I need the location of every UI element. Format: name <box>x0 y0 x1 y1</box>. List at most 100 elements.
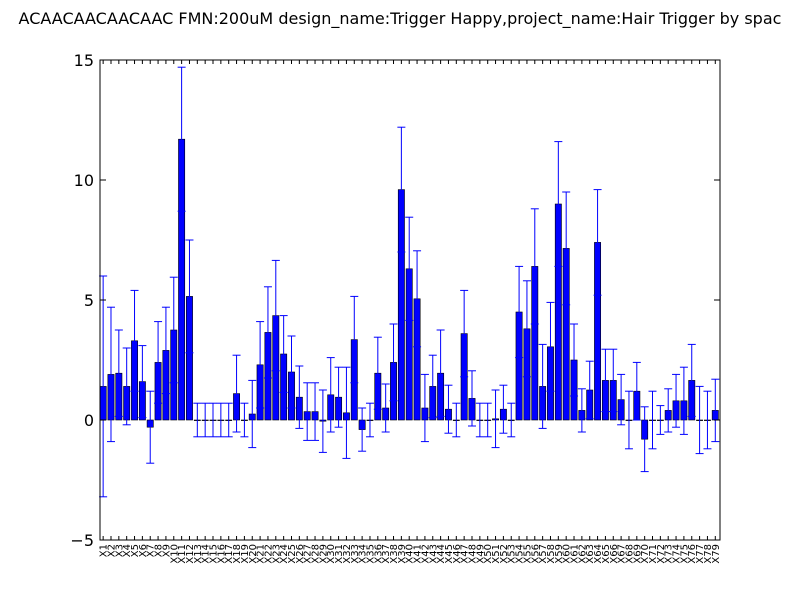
x-tick-label-X20: X20 <box>248 544 259 564</box>
x-tick-label-X58: X58 <box>546 544 557 564</box>
error-bar-X14 <box>201 402 210 438</box>
error-bar-X11 <box>177 66 186 212</box>
error-bar-series <box>99 66 720 498</box>
x-tick-label-X41: X41 <box>413 544 424 564</box>
error-bar-X64 <box>593 189 602 296</box>
x-tick-label-X3: X3 <box>114 544 125 557</box>
error-bar-X33 <box>350 295 359 384</box>
error-bar-X3 <box>114 329 123 417</box>
x-tick-label-X65: X65 <box>601 544 612 564</box>
x-tick-label-X31: X31 <box>334 544 345 564</box>
error-bar-X29 <box>318 389 327 453</box>
error-bar-X51 <box>491 389 500 449</box>
y-tick-label: 10 <box>74 171 94 190</box>
error-bar-X49 <box>475 402 484 438</box>
x-tick-label-X23: X23 <box>271 544 282 564</box>
y-tick-label: 0 <box>84 411 94 430</box>
x-tick-label-X49: X49 <box>475 544 486 564</box>
x-tick-label-X59: X59 <box>554 544 565 564</box>
error-bar-X71 <box>648 390 657 450</box>
error-bar-X26 <box>295 365 304 429</box>
error-bar-X55 <box>522 280 531 378</box>
error-bar-X42 <box>420 373 429 443</box>
error-bar-X63 <box>585 360 594 420</box>
error-bar-X36 <box>373 336 382 410</box>
x-tick-label-X39: X39 <box>397 544 408 564</box>
x-tick-label-X33: X33 <box>350 544 361 564</box>
x-tick-label-X32: X32 <box>342 544 353 564</box>
x-tick-label-X77: X77 <box>695 544 706 564</box>
error-bar-X31 <box>334 366 343 428</box>
x-tick-label-X16: X16 <box>216 544 227 564</box>
error-bar-X13 <box>193 402 202 438</box>
x-tick-label-X67: X67 <box>617 544 628 564</box>
x-tick-label-X14: X14 <box>201 544 212 564</box>
x-tick-label-X12: X12 <box>185 544 196 564</box>
x-tick-label-X8: X8 <box>154 544 165 557</box>
x-tick-label-X37: X37 <box>381 544 392 564</box>
error-bar-X37 <box>381 383 390 433</box>
error-bar-X30 <box>326 357 335 433</box>
error-bar-X18 <box>232 354 241 433</box>
x-tick-label-X4: X4 <box>122 544 133 557</box>
error-bar-X6 <box>138 345 147 419</box>
error-bar-X75 <box>679 366 688 435</box>
x-tick-label-X57: X57 <box>538 544 549 564</box>
x-tick-label-X43: X43 <box>428 544 439 564</box>
x-tick-label-X40: X40 <box>405 544 416 564</box>
x-tick-label-X27: X27 <box>303 544 314 564</box>
chart-title: ACAACAACAACAAC FMN:200uM design_name:Tri… <box>19 9 782 29</box>
error-bar-X52 <box>499 384 508 434</box>
error-bar-X15 <box>209 402 218 438</box>
error-bar-X68 <box>624 390 633 450</box>
error-bar-X4 <box>122 347 131 426</box>
error-bar-X46 <box>452 402 461 438</box>
x-tick-label-X15: X15 <box>209 544 220 564</box>
error-bar-X54 <box>515 265 524 359</box>
error-bar-X7 <box>146 390 155 464</box>
error-bar-X21 <box>256 321 265 409</box>
error-bar-X60 <box>562 191 571 306</box>
error-bar-X5 <box>130 289 139 392</box>
x-tick-label-X30: X30 <box>326 544 337 564</box>
x-tick-label-X22: X22 <box>263 544 274 564</box>
x-tick-label-X66: X66 <box>609 544 620 564</box>
error-bar-X78 <box>703 390 712 450</box>
error-bar-X67 <box>617 373 626 426</box>
error-bar-X24 <box>279 315 288 393</box>
x-tick-label-X10: X10 <box>169 544 180 564</box>
x-tick-label-X71: X71 <box>648 544 659 564</box>
x-tick-label-X6: X6 <box>138 544 149 557</box>
x-tick-label-X64: X64 <box>593 544 604 564</box>
error-bar-X70 <box>640 406 649 473</box>
error-bar-X66 <box>609 348 618 413</box>
error-bar-X19 <box>240 402 249 438</box>
x-tick-label-X45: X45 <box>444 544 455 564</box>
x-tick-label-X74: X74 <box>672 544 683 564</box>
x-tick-label-X17: X17 <box>224 544 235 564</box>
error-bar-X65 <box>601 348 610 413</box>
error-bar-X43 <box>428 354 437 419</box>
x-tick-label-X21: X21 <box>256 544 267 564</box>
x-tick-label-X48: X48 <box>468 544 479 564</box>
x-tick-label-X56: X56 <box>530 544 541 564</box>
x-tick-label-X52: X52 <box>499 544 510 564</box>
x-tick-label-X63: X63 <box>585 544 596 564</box>
x-tick-label-X50: X50 <box>483 544 494 564</box>
error-bar-X47 <box>460 289 469 378</box>
error-bar-X8 <box>154 321 163 404</box>
x-tick-label-X18: X18 <box>232 544 243 564</box>
x-tick-label-X25: X25 <box>287 544 298 564</box>
error-bar-X10 <box>169 276 178 384</box>
x-tick-label-X11: X11 <box>177 544 188 564</box>
x-axis: X1X2X3X4X5X6X7X8X9X10X11X12X13X14X15X16X… <box>99 60 722 564</box>
x-tick-label-X70: X70 <box>640 544 651 564</box>
error-bar-X38 <box>389 323 398 402</box>
error-bar-X45 <box>444 384 453 434</box>
error-bar-X41 <box>413 250 422 348</box>
x-tick-label-X46: X46 <box>452 544 463 564</box>
error-bar-X23 <box>271 259 280 372</box>
x-tick-label-X7: X7 <box>146 544 157 557</box>
x-tick-label-X76: X76 <box>687 544 698 564</box>
error-bar-X2 <box>106 306 115 443</box>
